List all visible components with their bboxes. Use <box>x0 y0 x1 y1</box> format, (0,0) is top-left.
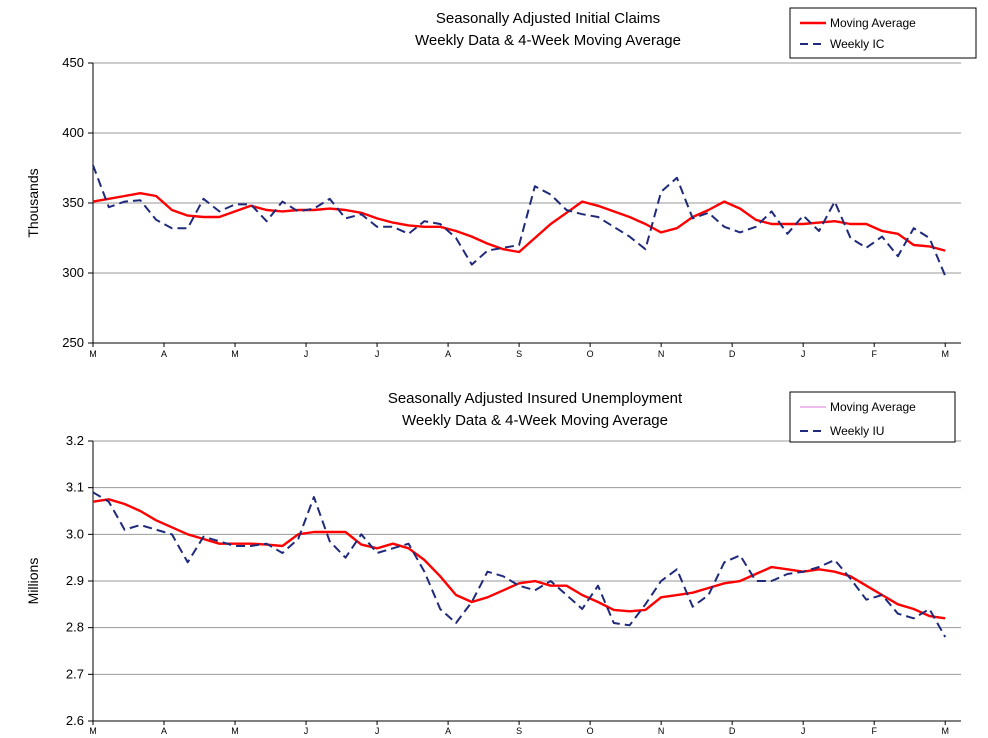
x-tick-label: S <box>516 349 522 359</box>
x-tick-label: F <box>871 726 877 736</box>
x-tick-label: O <box>587 349 594 359</box>
y-axis-label: Thousands <box>25 168 41 237</box>
x-tick-label: M <box>89 726 97 736</box>
legend: Moving Average Weekly IU <box>789 391 956 443</box>
x-tick-label: S <box>516 726 522 736</box>
x-tick-label: F <box>871 349 877 359</box>
y-tick-label: 450 <box>62 55 84 70</box>
y-axis-label: Millions <box>25 558 41 605</box>
y-tick-label: 2.7 <box>66 666 84 681</box>
x-tick-label: N <box>658 726 665 736</box>
y-tick-label: 250 <box>62 335 84 350</box>
chart-title-line: Weekly Data & 4-Week Moving Average <box>402 412 668 429</box>
x-tick-label: D <box>729 726 736 736</box>
y-tick-label: 400 <box>62 125 84 140</box>
series-line-moving-average <box>92 498 946 620</box>
x-tick-label: A <box>161 349 167 359</box>
x-tick-label: J <box>375 726 380 736</box>
y-tick-label: 3.1 <box>66 480 84 495</box>
legend-label: Moving Average <box>830 400 916 414</box>
x-tick-label: A <box>445 726 451 736</box>
legend: Moving Average Weekly IC <box>789 7 977 59</box>
y-tick-label: 3.0 <box>66 526 84 541</box>
x-tick-label: A <box>161 726 167 736</box>
x-tick-label: M <box>941 726 949 736</box>
x-tick-label: M <box>89 349 97 359</box>
legend-box <box>789 391 956 443</box>
series-line-moving-average <box>92 191 946 254</box>
x-tick-label: J <box>304 349 309 359</box>
x-tick-label: N <box>658 349 665 359</box>
y-tick-label: 2.9 <box>66 573 84 588</box>
chart-1: Seasonally Adjusted Initial Claims Weekly… <box>25 7 977 359</box>
legend-label: Moving Average <box>830 16 916 30</box>
x-tick-label: M <box>231 726 239 736</box>
legend-label: Weekly IC <box>830 37 885 51</box>
y-tick-label: 2.6 <box>66 713 84 728</box>
y-tick-label: 350 <box>62 195 84 210</box>
series-line-weekly-iu <box>92 491 947 638</box>
x-tick-label: A <box>445 349 451 359</box>
chart-title-line: Seasonally Adjusted Insured Unemployment <box>388 390 683 407</box>
chart-title-line: Seasonally Adjusted Initial Claims <box>436 10 660 27</box>
x-tick-label: M <box>941 349 949 359</box>
x-tick-label: O <box>587 726 594 736</box>
chart-2: Seasonally Adjusted Insured Unemployment… <box>25 390 961 736</box>
x-tick-label: J <box>375 349 380 359</box>
series-line-weekly-ic <box>92 164 947 277</box>
x-tick-label: D <box>729 349 736 359</box>
y-tick-label: 2.8 <box>66 620 84 635</box>
x-tick-label: J <box>801 349 806 359</box>
y-tick-label: 300 <box>62 265 84 280</box>
x-tick-label: M <box>231 349 239 359</box>
legend-box <box>789 7 977 59</box>
y-tick-label: 3.2 <box>66 433 84 448</box>
legend-label: Weekly IU <box>830 424 884 438</box>
x-tick-label: J <box>304 726 309 736</box>
x-tick-label: J <box>801 726 806 736</box>
chart-title-line: Weekly Data & 4-Week Moving Average <box>415 32 681 49</box>
